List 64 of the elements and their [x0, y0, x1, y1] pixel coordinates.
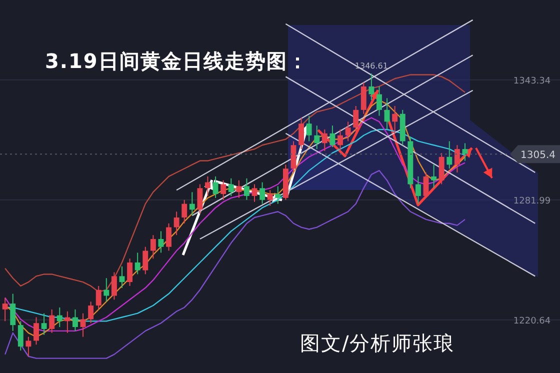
candlestick	[423, 172, 429, 198]
candlestick	[384, 98, 390, 130]
ref-line-label: 1305.4	[520, 150, 556, 162]
candlestick	[212, 176, 218, 198]
candlestick	[275, 186, 281, 204]
candlestick	[244, 178, 250, 200]
candlestick	[18, 320, 24, 352]
candlestick	[220, 180, 226, 200]
candlestick	[10, 293, 16, 332]
candlestick	[96, 285, 102, 310]
candlestick	[127, 258, 133, 286]
candlestick	[314, 125, 320, 150]
candlestick	[454, 144, 460, 174]
candlestick	[174, 211, 180, 236]
candlestick	[306, 115, 312, 142]
candlestick	[104, 278, 110, 302]
y-tick-label: 1343.34	[513, 76, 551, 86]
candlestick	[56, 306, 62, 328]
candlestick	[236, 180, 242, 198]
candlestick	[438, 152, 444, 185]
candlestick	[80, 312, 86, 338]
candlestick	[134, 252, 140, 275]
y-tick-label: 1220.64	[513, 316, 551, 326]
candlestick	[446, 140, 452, 170]
candlestick	[197, 184, 203, 214]
candlestick	[267, 190, 273, 206]
candlestick	[182, 199, 188, 224]
candlestick	[345, 121, 351, 142]
candlestick	[189, 192, 195, 216]
candlestick	[252, 184, 258, 202]
candlestick	[415, 176, 421, 204]
candlestick	[166, 222, 172, 252]
candlestick	[119, 266, 125, 288]
y-tick-label: 1281.99	[513, 196, 551, 206]
candlestick	[64, 310, 70, 334]
candlestick	[368, 73, 374, 101]
candlestick	[2, 297, 8, 322]
candlestick	[41, 312, 47, 336]
candlestick	[205, 176, 210, 196]
candlestick	[338, 128, 343, 154]
candlestick	[158, 230, 164, 254]
candlestick	[150, 234, 156, 260]
candlestick	[34, 316, 39, 346]
annotation: 1346.61	[354, 62, 388, 71]
candlestick	[26, 336, 32, 357]
candlestick	[228, 178, 234, 196]
candlestick	[260, 182, 266, 204]
candlestick	[298, 117, 304, 150]
line-series	[4, 170, 466, 359]
candlestick	[353, 106, 359, 132]
candlestick	[111, 272, 117, 300]
candlestick	[88, 301, 94, 324]
candlestick	[322, 128, 328, 152]
candlestick	[431, 164, 437, 189]
candlestick	[330, 125, 336, 148]
candlestick	[290, 140, 296, 174]
annotation: 图文/分析师张琅	[300, 331, 455, 355]
candlestick	[142, 246, 148, 275]
candlestick	[72, 308, 78, 332]
candlestick	[49, 308, 55, 334]
candlestick	[376, 86, 382, 116]
candlestick	[392, 106, 398, 134]
text: 3.19日间黄金日线走势图：	[45, 49, 308, 73]
candlestick	[360, 82, 366, 114]
